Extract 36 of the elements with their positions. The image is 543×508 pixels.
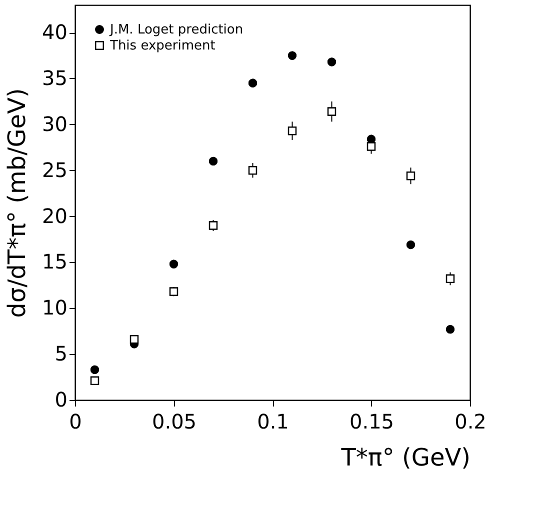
y-axis-title: dσ/dT*π° (mb/GeV) <box>3 88 32 318</box>
point <box>169 260 178 268</box>
point <box>208 156 218 166</box>
y-tick-label: 20 <box>42 204 68 228</box>
y-tick-label: 0 <box>54 388 68 412</box>
y-tick-label: 15 <box>42 250 68 274</box>
x-tick-label: 0 <box>69 410 82 434</box>
point <box>208 221 218 230</box>
point <box>327 107 336 116</box>
y-tick-label: 35 <box>42 66 68 90</box>
point <box>248 166 258 175</box>
legend-label: This experiment <box>109 38 216 54</box>
x-tick-label: 0.2 <box>454 410 486 434</box>
point <box>406 240 416 250</box>
legend-label: J.M. Loget prediction <box>109 22 244 38</box>
point <box>446 324 455 334</box>
x-tick-label: 0.15 <box>349 410 394 434</box>
point <box>90 376 100 386</box>
point <box>90 365 100 374</box>
point <box>327 58 336 66</box>
point <box>366 142 376 151</box>
y-tick-label: 40 <box>42 20 68 44</box>
point <box>169 287 178 296</box>
point <box>446 274 455 284</box>
x-tick-label: 0.1 <box>257 410 289 434</box>
y-tick-label: 25 <box>42 158 68 182</box>
y-tick-label: 10 <box>42 296 68 320</box>
point <box>130 335 139 344</box>
x-tick-label: 0.05 <box>152 410 197 434</box>
y-tick-label: 5 <box>54 342 68 366</box>
point <box>288 51 297 60</box>
x-axis-title: T*π° (GeV) <box>340 444 470 472</box>
point <box>288 126 297 136</box>
point <box>406 172 416 180</box>
y-tick-label: 30 <box>42 112 68 136</box>
point <box>248 78 258 88</box>
